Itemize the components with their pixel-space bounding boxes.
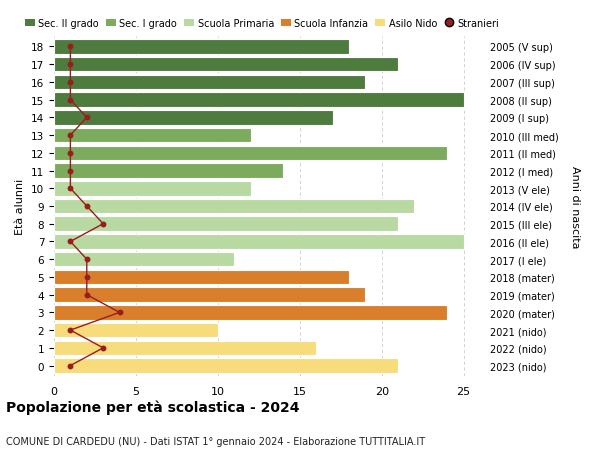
Bar xyxy=(54,93,464,108)
Point xyxy=(65,62,75,69)
Bar xyxy=(54,164,283,179)
Point xyxy=(65,132,75,140)
Point xyxy=(82,291,92,299)
Y-axis label: Età alunni: Età alunni xyxy=(16,179,25,235)
Point xyxy=(98,344,108,352)
Bar xyxy=(54,182,251,196)
Bar xyxy=(54,217,398,231)
Bar xyxy=(54,288,365,302)
Point xyxy=(82,256,92,263)
Bar xyxy=(54,252,234,267)
Point xyxy=(65,238,75,246)
Point xyxy=(65,44,75,51)
Text: Popolazione per età scolastica - 2024: Popolazione per età scolastica - 2024 xyxy=(6,399,299,414)
Bar xyxy=(54,199,415,214)
Point xyxy=(65,362,75,369)
Point xyxy=(65,168,75,175)
Bar xyxy=(54,75,365,90)
Point xyxy=(115,309,124,316)
Bar xyxy=(54,358,398,373)
Point xyxy=(65,150,75,157)
Bar xyxy=(54,129,251,143)
Point xyxy=(65,97,75,104)
Bar xyxy=(54,58,398,72)
Text: COMUNE DI CARDEDU (NU) - Dati ISTAT 1° gennaio 2024 - Elaborazione TUTTITALIA.IT: COMUNE DI CARDEDU (NU) - Dati ISTAT 1° g… xyxy=(6,436,425,446)
Bar xyxy=(54,40,349,55)
Bar xyxy=(54,341,316,355)
Point xyxy=(82,274,92,281)
Bar xyxy=(54,270,349,285)
Bar xyxy=(54,305,447,320)
Point xyxy=(82,114,92,122)
Point xyxy=(65,185,75,192)
Point xyxy=(82,203,92,210)
Bar xyxy=(54,323,218,338)
Y-axis label: Anni di nascita: Anni di nascita xyxy=(569,165,580,248)
Bar xyxy=(54,235,464,249)
Point xyxy=(98,221,108,228)
Point xyxy=(65,327,75,334)
Legend: Sec. II grado, Sec. I grado, Scuola Primaria, Scuola Infanzia, Asilo Nido, Stran: Sec. II grado, Sec. I grado, Scuola Prim… xyxy=(25,18,499,28)
Point xyxy=(65,79,75,86)
Bar xyxy=(54,111,332,125)
Bar xyxy=(54,146,447,161)
